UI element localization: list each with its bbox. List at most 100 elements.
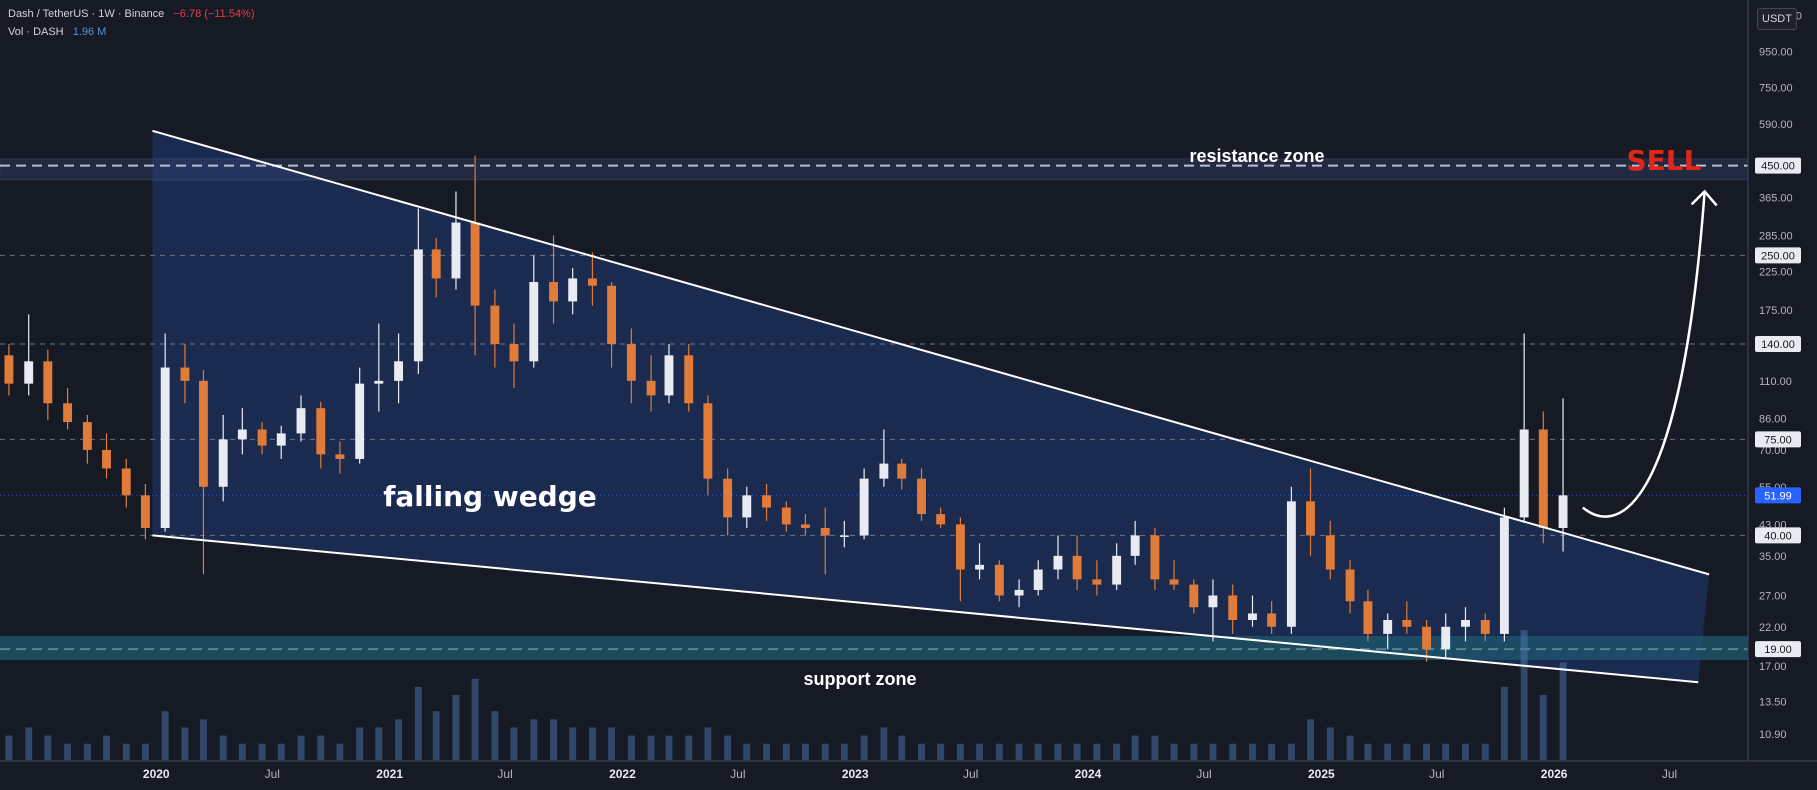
candle-body xyxy=(63,403,73,423)
candle-body xyxy=(4,355,14,384)
volume-bar xyxy=(414,686,422,760)
price-tick-label: 86.00 xyxy=(1759,413,1787,425)
volume-bar xyxy=(1559,662,1567,760)
volume-bar xyxy=(840,743,848,760)
price-tick-label: 285.00 xyxy=(1759,230,1793,242)
volume-bar xyxy=(103,735,110,760)
price-tick-label: 950.00 xyxy=(1759,46,1793,58)
candle-body xyxy=(1112,555,1122,585)
support-zone-label: support zone xyxy=(804,669,917,689)
volume-bar xyxy=(336,743,344,760)
price-axis[interactable]: 1,200.00950.00750.00590.00450.00365.0028… xyxy=(1747,0,1817,790)
candle-body xyxy=(1092,579,1102,585)
candle-body xyxy=(800,524,810,528)
candle-body xyxy=(160,367,170,528)
price-badge xyxy=(1755,247,1801,264)
volume-bar xyxy=(880,727,888,760)
volume-bar xyxy=(5,735,13,760)
candle-body xyxy=(762,495,771,508)
candle-body xyxy=(955,524,965,570)
price-badge-label: 40.00 xyxy=(1764,530,1792,542)
volume-bar xyxy=(550,719,558,760)
candle-body xyxy=(1383,619,1393,634)
volume-bar xyxy=(510,727,518,760)
price-badge-label: 450.00 xyxy=(1761,161,1795,173)
candle-body xyxy=(374,380,384,384)
candle-body xyxy=(1519,429,1529,518)
volume-bar xyxy=(141,743,149,760)
time-tick-label: Jul xyxy=(497,767,512,781)
volume-bar xyxy=(1015,743,1023,760)
candle-body xyxy=(549,282,558,302)
volume-bar xyxy=(918,743,925,760)
volume-bar xyxy=(1131,735,1139,760)
volume-bar xyxy=(782,743,790,760)
candle-body xyxy=(316,408,326,455)
volume-bar xyxy=(898,735,906,760)
candle-body xyxy=(587,278,597,286)
volume-bar xyxy=(1073,743,1081,760)
candle-body xyxy=(529,282,539,362)
sell-signal-label: SELL xyxy=(1627,144,1702,177)
wedge-upper-trendline[interactable] xyxy=(152,129,1710,576)
wedge-lower-trendline[interactable] xyxy=(152,534,1699,684)
volume-bar xyxy=(743,743,751,760)
time-tick-label: 2023 xyxy=(842,767,869,781)
candle-body xyxy=(897,463,907,479)
candle-body xyxy=(413,249,423,362)
volume-bar xyxy=(471,678,479,760)
candle-body xyxy=(742,495,752,518)
volume-bar xyxy=(1442,743,1450,760)
price-tick-label: 590.00 xyxy=(1759,119,1793,131)
candle-body xyxy=(335,454,345,459)
symbol-header: Dash / TetherUS · 1W · Binance −6.78 (−1… xyxy=(8,8,255,20)
price-badge-label: 51.99 xyxy=(1764,490,1792,502)
candle-body xyxy=(1499,517,1509,634)
volume-bar xyxy=(647,735,655,760)
candle-body xyxy=(879,463,889,479)
volume-bar xyxy=(395,719,403,760)
volume-bar xyxy=(1190,743,1198,760)
volume-bar xyxy=(956,743,964,760)
candle-body xyxy=(1363,601,1373,634)
volume-bar xyxy=(375,727,383,760)
price-tick-label: 10.90 xyxy=(1759,729,1787,741)
candle-body xyxy=(431,249,441,279)
volume-bar xyxy=(1034,743,1042,760)
candle-body xyxy=(1053,555,1063,570)
candle-body xyxy=(1402,619,1412,627)
candle-body xyxy=(180,367,190,381)
candle-body xyxy=(607,285,617,345)
volume-bar xyxy=(530,719,538,760)
time-tick-label: Jul xyxy=(730,767,745,781)
price-badge-label: 75.00 xyxy=(1764,434,1792,446)
candle-body xyxy=(1169,579,1179,585)
candle-body xyxy=(1422,626,1432,650)
volume-bar xyxy=(1054,743,1062,760)
volume-bar xyxy=(1346,735,1354,760)
price-badge xyxy=(1755,157,1801,174)
time-tick-label: 2024 xyxy=(1075,767,1102,781)
volume-bar xyxy=(1307,719,1314,760)
volume-bar xyxy=(1403,743,1411,760)
candle-body xyxy=(1189,584,1199,608)
candle-body xyxy=(1228,595,1238,620)
time-tick-label: 2021 xyxy=(376,767,403,781)
time-tick-label: 2025 xyxy=(1308,767,1335,781)
price-badge xyxy=(1755,431,1801,448)
candle-body xyxy=(451,222,461,279)
volume-bar xyxy=(1151,735,1159,760)
candle-body xyxy=(1267,613,1277,627)
volume-label[interactable]: Vol · DASH xyxy=(8,26,64,38)
candle-body xyxy=(1558,495,1568,528)
price-tick-label: 22.00 xyxy=(1759,622,1787,634)
time-axis[interactable]: 2020 Jul 2021 Jul 2022 Jul 2023 Jul 2024 Jul 2025 J… xyxy=(0,760,1817,790)
currency-button[interactable]: USDT xyxy=(1757,8,1797,30)
volume-bar xyxy=(588,727,596,760)
volume-bar xyxy=(724,735,732,760)
volume-bar xyxy=(1170,743,1178,760)
volume-bar xyxy=(1539,695,1547,760)
candle-body xyxy=(839,535,849,537)
symbol-title[interactable]: Dash / TetherUS · 1W · Binance xyxy=(8,8,165,20)
